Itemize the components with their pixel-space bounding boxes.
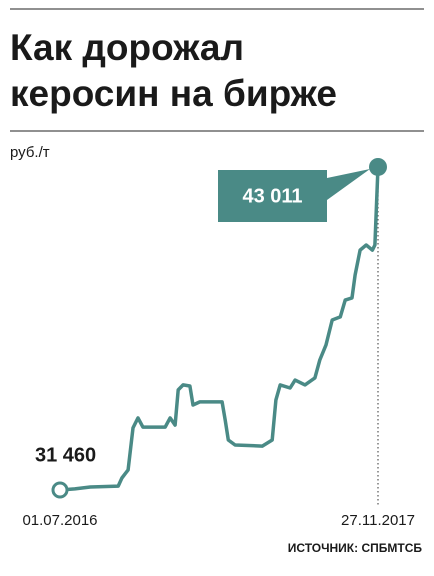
- value-label: 43 011: [242, 185, 302, 207]
- x-tick-label: 27.11.2017: [341, 512, 415, 529]
- x-tick-label: 01.07.2016: [22, 512, 97, 529]
- chart-title: Как дорожал: [10, 27, 244, 68]
- chart-title: керосин на бирже: [10, 73, 337, 114]
- end-point: [369, 157, 387, 176]
- callout-box: [218, 168, 370, 222]
- value-label: 31 460: [35, 444, 96, 466]
- source: ИСТОЧНИК: СПБМТСБ: [288, 541, 423, 555]
- line: [59, 166, 380, 492]
- y-unit: руб./т: [10, 144, 50, 161]
- start-point: [51, 481, 69, 499]
